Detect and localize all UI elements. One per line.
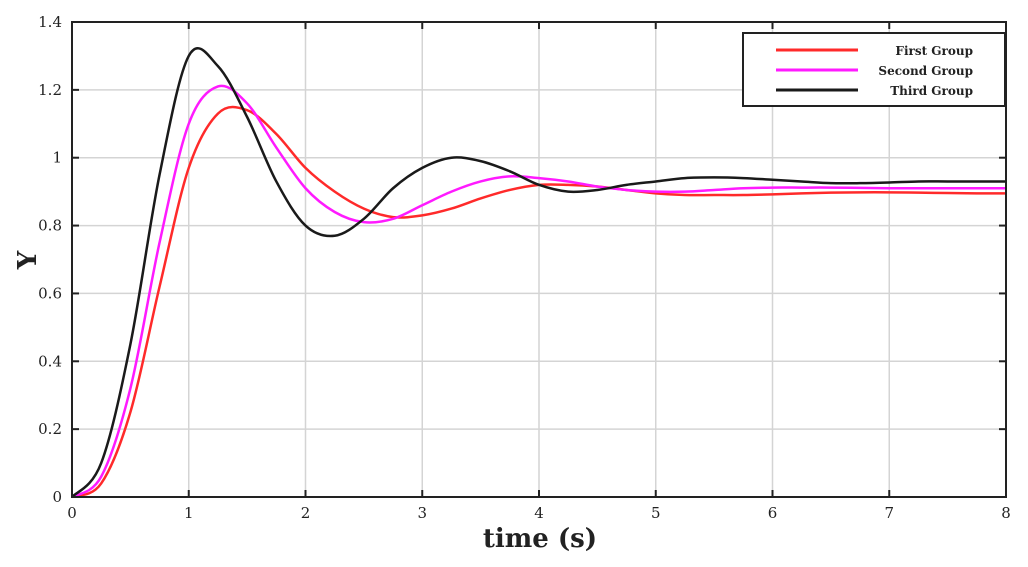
y-tick-label: 0.6 <box>38 284 62 302</box>
series-line-3 <box>71 47 1006 498</box>
y-tick-label: 1.4 <box>38 13 62 31</box>
x-tick-label: 2 <box>301 504 311 522</box>
x-tick-label: 3 <box>417 504 427 522</box>
x-tick-label: 0 <box>67 504 77 522</box>
legend: First Group Second Group Third Group <box>742 32 1006 107</box>
y-tick-label: 0.2 <box>38 420 62 438</box>
legend-label: First Group <box>895 44 973 58</box>
y-tick-label: 0 <box>52 488 62 506</box>
plot-frame <box>71 21 1007 498</box>
legend-label: Second Group <box>878 64 973 78</box>
y-tick-label: 0.8 <box>38 217 62 235</box>
x-axis-label: time (s) <box>483 524 597 554</box>
y-tick-label: 1.2 <box>38 81 62 99</box>
x-tick-label: 4 <box>534 504 544 522</box>
y-tick-label: 0.4 <box>38 352 62 370</box>
y-axis-label: Y <box>13 250 43 270</box>
tick-labels: 0 1 2 3 4 5 6 7 8 0 0.2 0.4 0.6 0.8 1 1.2 1.4 <box>38 13 1011 522</box>
x-tick-label: 1 <box>184 504 194 522</box>
legend-label: Third Group <box>890 84 973 98</box>
y-tick-label: 1 <box>52 149 62 167</box>
x-tick-label: 6 <box>768 504 778 522</box>
series-line-1 <box>71 105 1007 499</box>
x-tick-label: 5 <box>651 504 661 522</box>
series-lines <box>71 47 1007 499</box>
x-tick-label: 7 <box>884 504 894 522</box>
x-tick-label: 8 <box>1001 504 1011 522</box>
